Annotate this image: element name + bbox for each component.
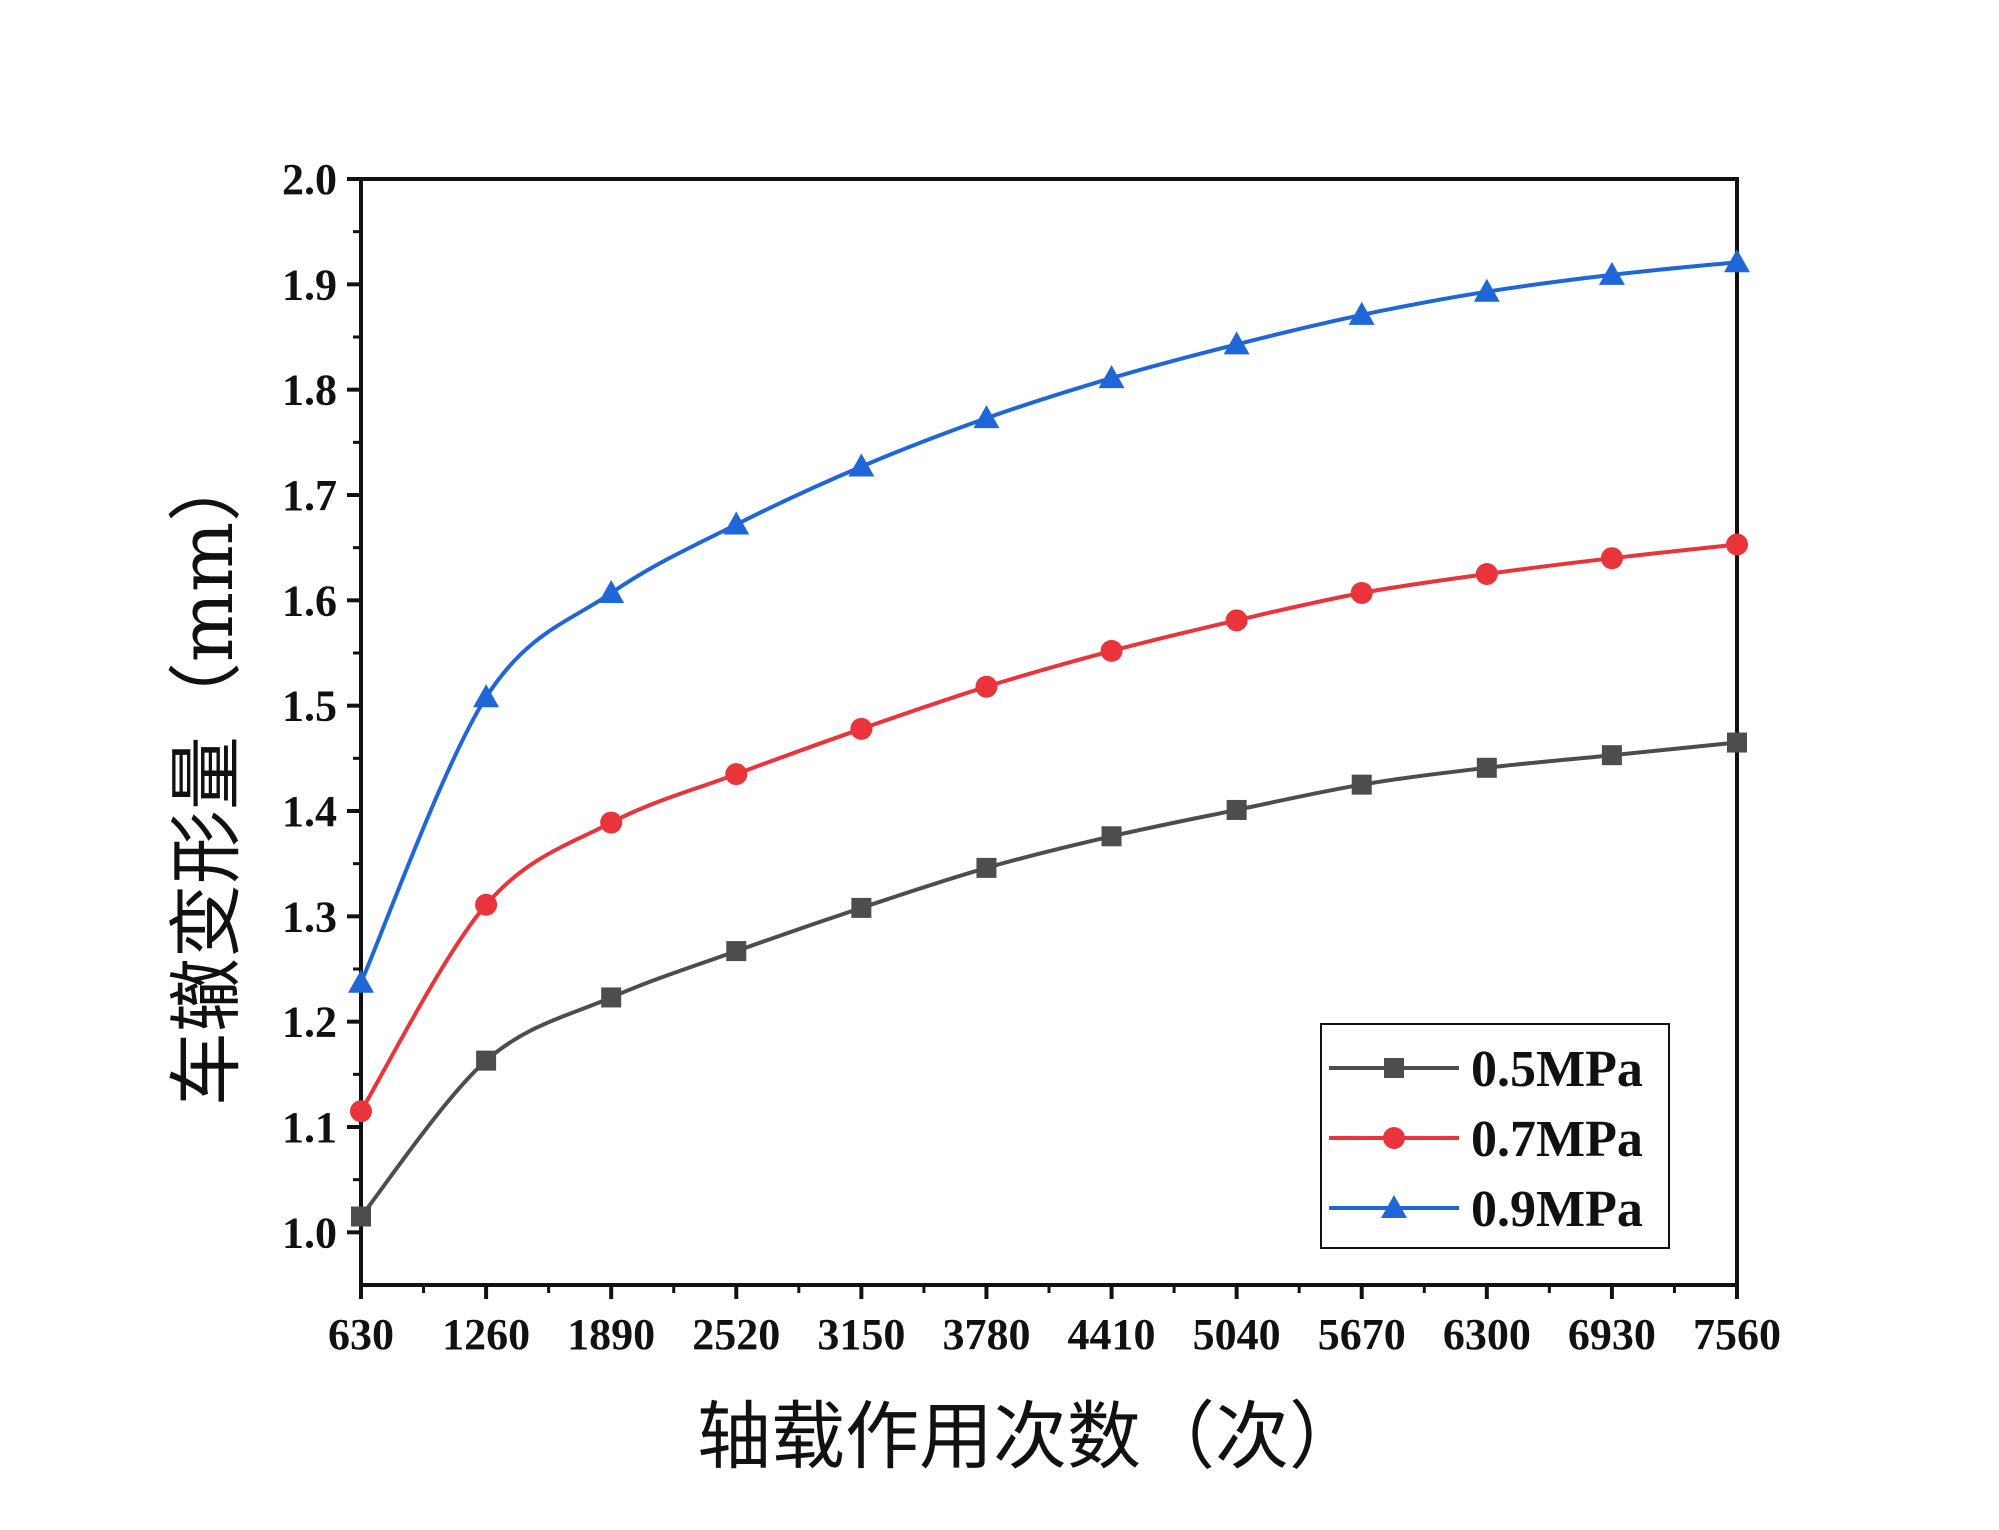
series-0.7MPa — [350, 533, 1748, 1123]
series-0.9MPa — [348, 249, 1750, 993]
data-point-triangle — [598, 579, 625, 603]
data-point-square — [1351, 774, 1372, 795]
x-axis-title: 轴载作用次数（次） — [697, 1394, 1363, 1480]
x-tick-label: 2520 — [692, 1310, 780, 1359]
data-point-circle — [1600, 547, 1623, 570]
data-point-square — [1727, 732, 1747, 753]
data-point-triangle — [473, 684, 500, 708]
x-tick-label: 7560 — [1693, 1310, 1781, 1359]
legend-label: 0.7MPa — [1471, 1111, 1643, 1168]
data-point-triangle — [1724, 249, 1750, 273]
legend-label: 0.5MPa — [1471, 1041, 1643, 1098]
data-point-circle — [725, 763, 748, 786]
x-tick-label: 630 — [328, 1310, 394, 1359]
series-line — [359, 260, 1738, 984]
x-tick-label: 6300 — [1443, 1310, 1531, 1359]
data-point-circle — [1475, 563, 1498, 585]
x-tick-label: 4410 — [1068, 1310, 1156, 1359]
legend: 0.5MPa 0.7MPa 0.9MPa — [1320, 1023, 1670, 1249]
x-tick-label: 5670 — [1318, 1310, 1406, 1359]
x-axis: 630 1260 1890 2520 3150 3780 4410 5040 5670 6300 6… — [328, 1285, 1781, 1359]
data-point-circle — [475, 893, 498, 916]
data-point-square — [976, 857, 997, 878]
y-tick-label: 1.2 — [282, 998, 337, 1047]
y-tick-label: 1.4 — [282, 787, 337, 836]
data-point-triangle — [1473, 278, 1500, 302]
data-point-square — [1601, 745, 1622, 766]
x-tick-label: 5040 — [1193, 1310, 1281, 1359]
y-axis-title: 车辙变形量（mm） — [164, 448, 250, 1106]
data-point-square — [726, 941, 747, 962]
legend-label: 0.9MPa — [1471, 1181, 1643, 1238]
data-point-circle — [1225, 609, 1248, 632]
data-point-circle — [600, 811, 623, 834]
data-point-circle — [1726, 533, 1748, 556]
data-point-circle — [350, 1100, 372, 1123]
x-tick-label: 3150 — [817, 1310, 905, 1359]
x-tick-label: 1890 — [567, 1310, 655, 1359]
data-point-circle — [1100, 639, 1123, 662]
y-tick-label: 1.5 — [282, 682, 337, 731]
data-point-triangle — [723, 511, 750, 535]
data-point-square — [1226, 799, 1247, 820]
data-point-triangle — [973, 405, 1000, 429]
data-point-circle — [850, 717, 873, 740]
data-point-triangle — [1098, 365, 1125, 389]
data-point-triangle — [1223, 331, 1250, 355]
y-tick-label: 1.7 — [282, 471, 337, 520]
legend-marker-circle — [1383, 1127, 1405, 1149]
y-tick-label: 1.0 — [282, 1208, 337, 1257]
series-0.5MPa — [351, 732, 1747, 1227]
data-point-circle — [1350, 581, 1373, 604]
data-point-triangle — [848, 453, 875, 477]
y-tick-label: 2.0 — [282, 155, 337, 204]
x-tick-label: 6930 — [1568, 1310, 1656, 1359]
x-tick-label: 3780 — [942, 1310, 1030, 1359]
data-point-square — [851, 897, 872, 918]
data-point-square — [1476, 757, 1497, 778]
x-tick-label: 1260 — [442, 1310, 530, 1359]
y-tick-label: 1.9 — [282, 260, 337, 309]
legend-marker-triangle — [1381, 1195, 1407, 1218]
data-point-triangle — [1348, 301, 1375, 325]
series-layer — [348, 249, 1750, 1227]
y-tick-label: 1.6 — [282, 576, 337, 625]
legend-marker-square — [1384, 1058, 1404, 1078]
data-point-square — [351, 1206, 371, 1227]
data-point-circle — [975, 675, 998, 698]
y-tick-label: 1.8 — [282, 366, 337, 415]
data-point-square — [601, 987, 622, 1008]
data-point-square — [1101, 826, 1122, 847]
y-tick-label: 1.1 — [282, 1103, 337, 1152]
data-point-triangle — [1598, 261, 1625, 285]
y-axis: 1.0 1.1 1.2 1.3 1.4 1.5 1.6 1.7 1.8 1.9 2.0 — [282, 155, 361, 1257]
data-point-square — [476, 1050, 497, 1071]
y-tick-label: 1.3 — [282, 892, 337, 941]
data-point-triangle — [348, 969, 374, 993]
